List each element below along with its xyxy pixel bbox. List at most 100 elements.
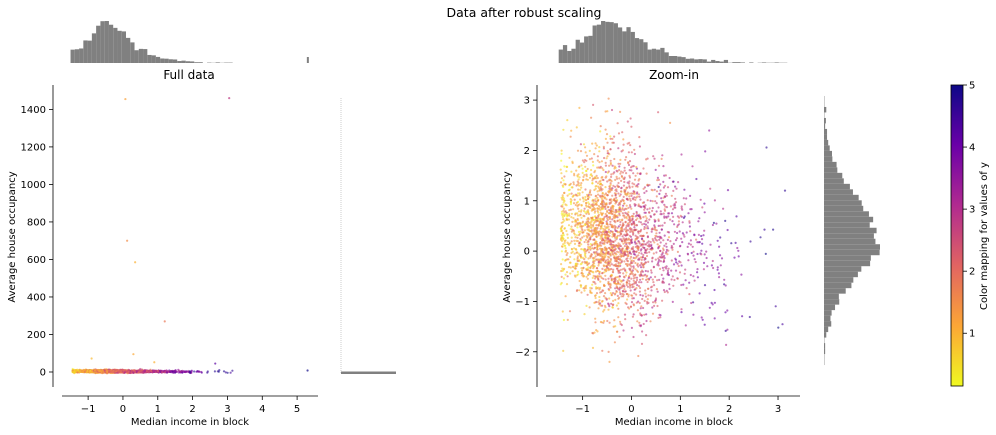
- scatter-point: [604, 161, 607, 164]
- ylabel-full: Average house occupancy: [7, 171, 18, 302]
- scatter-point: [585, 304, 588, 307]
- scatter-point: [559, 168, 562, 171]
- scatter-point: [671, 208, 675, 211]
- scatter-point: [611, 218, 614, 221]
- scatter-point: [625, 230, 628, 233]
- scatter-point: [119, 370, 122, 373]
- scatter-point: [154, 370, 158, 373]
- scatter-point: [765, 146, 768, 149]
- scatter-point: [681, 221, 684, 224]
- scatter-point: [659, 183, 662, 186]
- scatter-point: [173, 370, 176, 373]
- scatter-point: [614, 244, 618, 247]
- scatter-point: [594, 275, 597, 278]
- scatter-point: [571, 270, 574, 273]
- scatter-point: [573, 252, 576, 255]
- scatter-point: [564, 203, 567, 206]
- scatter-point: [607, 179, 611, 182]
- scatter-point: [590, 116, 593, 119]
- scatter-point: [621, 289, 625, 293]
- scatter-point: [625, 281, 629, 284]
- scatter-point: [666, 269, 670, 272]
- scatter-point: [145, 369, 149, 373]
- scatter-point: [587, 233, 590, 236]
- y-tick-label: 200: [27, 330, 46, 341]
- scatter-point: [586, 277, 589, 280]
- scatter-point: [603, 225, 606, 228]
- scatter-point: [645, 254, 649, 258]
- scatter-point: [597, 215, 600, 218]
- scatter-point: [627, 206, 630, 209]
- scatter-point: [602, 310, 605, 313]
- scatter-point: [591, 160, 595, 163]
- scatter-point: [615, 196, 618, 199]
- scatter-point: [661, 280, 664, 283]
- scatter-point: [703, 229, 706, 232]
- scatter-point: [573, 247, 576, 250]
- scatter-point: [596, 166, 599, 169]
- histogram-bar: [732, 62, 737, 63]
- scatter-point: [588, 203, 591, 206]
- scatter-point: [588, 176, 592, 179]
- scatter-point: [605, 248, 608, 251]
- scatter-point: [688, 221, 691, 224]
- scatter-point: [628, 286, 632, 289]
- scatter-point: [615, 169, 618, 172]
- scatter-point: [614, 202, 617, 205]
- scatter-point: [564, 259, 567, 262]
- scatter-point: [625, 204, 628, 207]
- histogram-bar: [715, 61, 720, 63]
- y-tick-label: 1400: [21, 105, 46, 116]
- scatter-point: [647, 260, 650, 263]
- scatter-point: [641, 277, 644, 281]
- scatter-point: [111, 370, 114, 373]
- scatter-point: [576, 217, 579, 221]
- scatter-point: [617, 302, 620, 305]
- scatter-point: [572, 208, 575, 211]
- scatter-point: [576, 214, 580, 217]
- scatter-point: [702, 261, 706, 264]
- scatter-point: [625, 156, 628, 159]
- scatter-point: [688, 293, 691, 296]
- scatter-point: [597, 301, 600, 304]
- scatter-point: [642, 306, 645, 310]
- scatter-point: [677, 264, 680, 268]
- histogram-bar: [824, 299, 840, 305]
- scatter-point: [724, 311, 727, 314]
- scatter-point: [592, 247, 595, 250]
- scatter-point: [625, 172, 628, 175]
- scatter-point: [563, 267, 566, 270]
- scatter-point: [591, 179, 594, 182]
- scatter-point: [713, 288, 716, 292]
- scatter-point: [600, 244, 603, 247]
- scatter-point: [628, 267, 631, 270]
- scatter-point: [650, 271, 653, 274]
- scatter-point: [640, 262, 643, 265]
- scatter-point: [576, 251, 579, 254]
- scatter-point: [677, 181, 680, 184]
- scatter-point: [564, 273, 567, 276]
- scatter-point: [606, 233, 609, 236]
- scatter-point: [619, 220, 622, 224]
- histogram-bar: [824, 161, 837, 168]
- scatter-point: [723, 283, 726, 286]
- scatter-point: [599, 179, 602, 182]
- scatter-point: [594, 270, 598, 273]
- scatter-point: [574, 267, 577, 270]
- scatter-point: [598, 194, 602, 197]
- scatter-point: [720, 257, 724, 260]
- scatter-point: [708, 129, 711, 132]
- scatter-point: [585, 175, 588, 178]
- histogram-bar: [588, 35, 593, 63]
- scatter-point: [105, 369, 108, 373]
- scatter-point: [644, 215, 647, 218]
- scatter-point: [584, 151, 587, 154]
- scatter-point: [621, 131, 624, 134]
- scatter-point: [719, 264, 722, 267]
- scatter-point: [628, 216, 631, 219]
- scatter-point: [569, 255, 572, 258]
- scatter-point: [583, 313, 586, 316]
- scatter-point: [560, 152, 563, 155]
- scatter-point: [635, 212, 638, 215]
- scatter-point: [611, 137, 614, 140]
